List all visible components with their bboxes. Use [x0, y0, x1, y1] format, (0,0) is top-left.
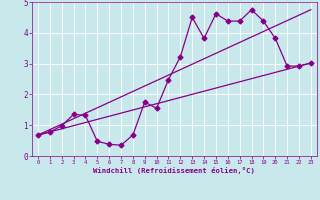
X-axis label: Windchill (Refroidissement éolien,°C): Windchill (Refroidissement éolien,°C) [93, 167, 255, 174]
